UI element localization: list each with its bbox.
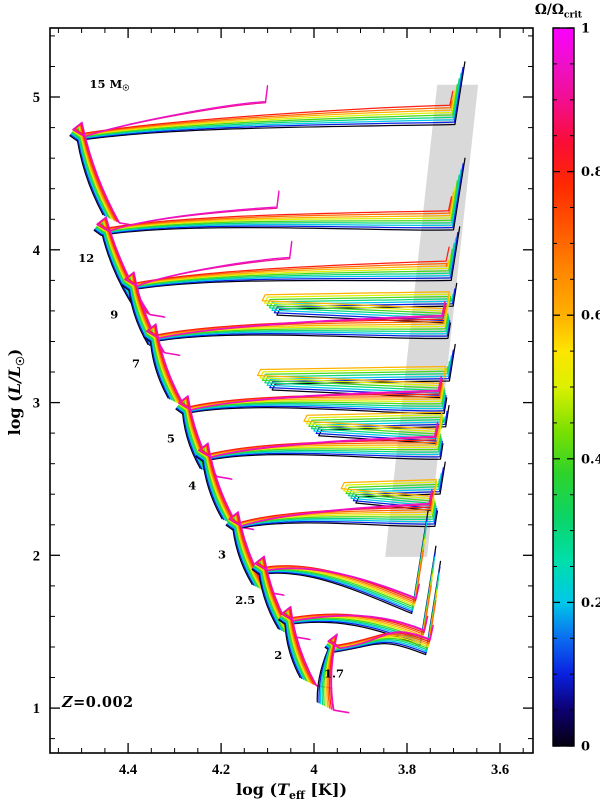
svg-text:4: 4 <box>33 243 40 259</box>
svg-text:1: 1 <box>581 22 590 37</box>
metallicity-symbol: Z <box>62 694 74 711</box>
svg-text:4.2: 4.2 <box>212 762 230 778</box>
svg-text:5: 5 <box>33 90 40 106</box>
svg-text:4: 4 <box>310 762 317 778</box>
x-axis-title-symbol: T <box>277 780 289 799</box>
axes <box>49 27 534 754</box>
x-axis-title: log (Teff [K]) <box>50 780 533 802</box>
colorbar-tick-label: 0 <box>581 740 590 755</box>
metallicity-value: =0.002 <box>73 694 134 711</box>
svg-text:0.6: 0.6 <box>581 309 600 324</box>
svg-text:0.4: 0.4 <box>581 452 600 467</box>
y-axis-title-symbol: L/L <box>4 365 24 395</box>
svg-text:3.6: 3.6 <box>491 762 509 778</box>
colorbar-title-sub: crit <box>563 9 582 21</box>
mass-label: 15 M☉ <box>90 77 130 93</box>
colorbar-tick-label: 0.8 <box>581 165 600 180</box>
svg-text:4.4: 4.4 <box>119 762 137 778</box>
mass-label: 2.5 <box>235 593 255 607</box>
y-axis-title-pre: log ( <box>4 394 24 436</box>
colorbar-tick-label: 0.4 <box>581 452 600 467</box>
svg-text:0: 0 <box>581 740 590 755</box>
mass-label: 1.7 <box>324 667 344 681</box>
tick-labels: 4.4 4.2 4 3.8 3.6 5 4 3 2 1 <box>33 90 509 778</box>
mass-label: 3 <box>218 547 226 561</box>
x-axis-title-post: [K]) <box>304 780 348 799</box>
y-axis-title: log (L/L☉) <box>5 349 27 436</box>
x-axis-title-sub: eff <box>288 789 305 803</box>
svg-text:3.8: 3.8 <box>398 762 416 778</box>
y-axis-title-sub: ☉ <box>14 356 28 366</box>
svg-text:1: 1 <box>33 701 40 717</box>
colorbar: 1 0.8 0.6 0.4 0.2 0 <box>552 22 600 755</box>
mass-labels: 15 M☉ 12 9 7 5 4 3 2.5 2 1.7 <box>78 77 344 681</box>
mass-label: 7 <box>132 356 140 370</box>
y-axis-title-post: ) <box>4 348 24 357</box>
svg-text:2: 2 <box>33 548 40 564</box>
x-axis-title-pre: log ( <box>235 780 278 799</box>
tracks-layer <box>69 61 466 714</box>
colorbar-tick-label: 0.2 <box>581 596 600 611</box>
colorbar-title-symbol: Ω/Ω <box>534 2 564 18</box>
mass-label: 9 <box>110 308 118 322</box>
mass-label: 2 <box>274 648 282 662</box>
mass-label: 5 <box>167 431 175 445</box>
mass-label: 12 <box>78 251 94 265</box>
colorbar-tick-label: 0.6 <box>581 309 600 324</box>
svg-text:0.8: 0.8 <box>581 165 600 180</box>
svg-text:0.2: 0.2 <box>581 596 600 611</box>
colorbar-title: Ω/Ωcrit <box>498 2 582 21</box>
svg-text:3: 3 <box>33 396 40 412</box>
mass-label: 4 <box>188 479 196 493</box>
colorbar-tick-label: 1 <box>581 22 590 37</box>
metallicity-annotation: Z=0.002 <box>62 694 134 711</box>
